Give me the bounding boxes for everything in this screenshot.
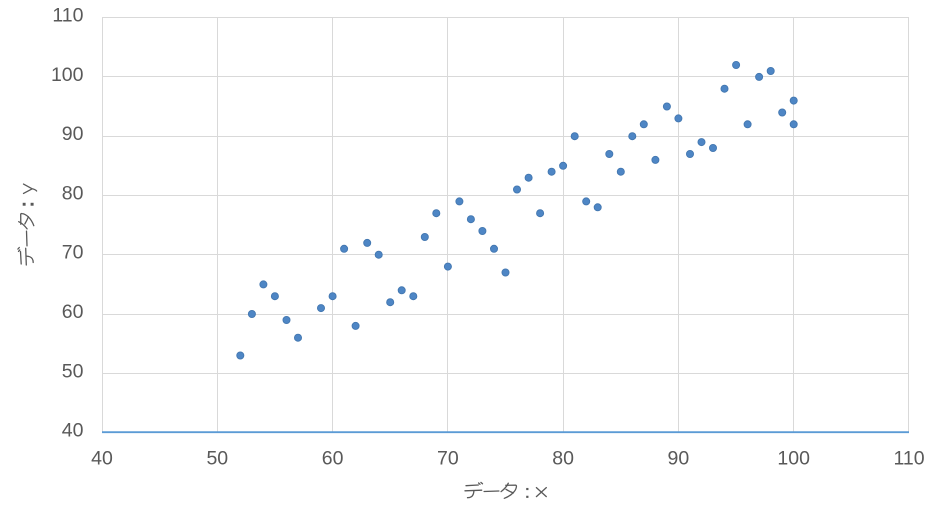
svg-text:100: 100 xyxy=(51,64,84,86)
svg-text:80: 80 xyxy=(552,448,574,470)
svg-text:80: 80 xyxy=(62,183,84,205)
svg-text:50: 50 xyxy=(62,360,84,382)
svg-text:110: 110 xyxy=(893,448,924,470)
svg-text:90: 90 xyxy=(62,123,84,145)
svg-text:50: 50 xyxy=(206,448,228,470)
svg-text:100: 100 xyxy=(777,448,810,470)
svg-text:60: 60 xyxy=(62,301,84,323)
svg-text:40: 40 xyxy=(62,420,84,442)
svg-text:70: 70 xyxy=(62,242,84,264)
svg-text:60: 60 xyxy=(322,448,344,470)
svg-text:40: 40 xyxy=(91,448,113,470)
svg-text:70: 70 xyxy=(437,448,459,470)
svg-text:90: 90 xyxy=(668,448,690,470)
svg-text:110: 110 xyxy=(52,5,83,27)
